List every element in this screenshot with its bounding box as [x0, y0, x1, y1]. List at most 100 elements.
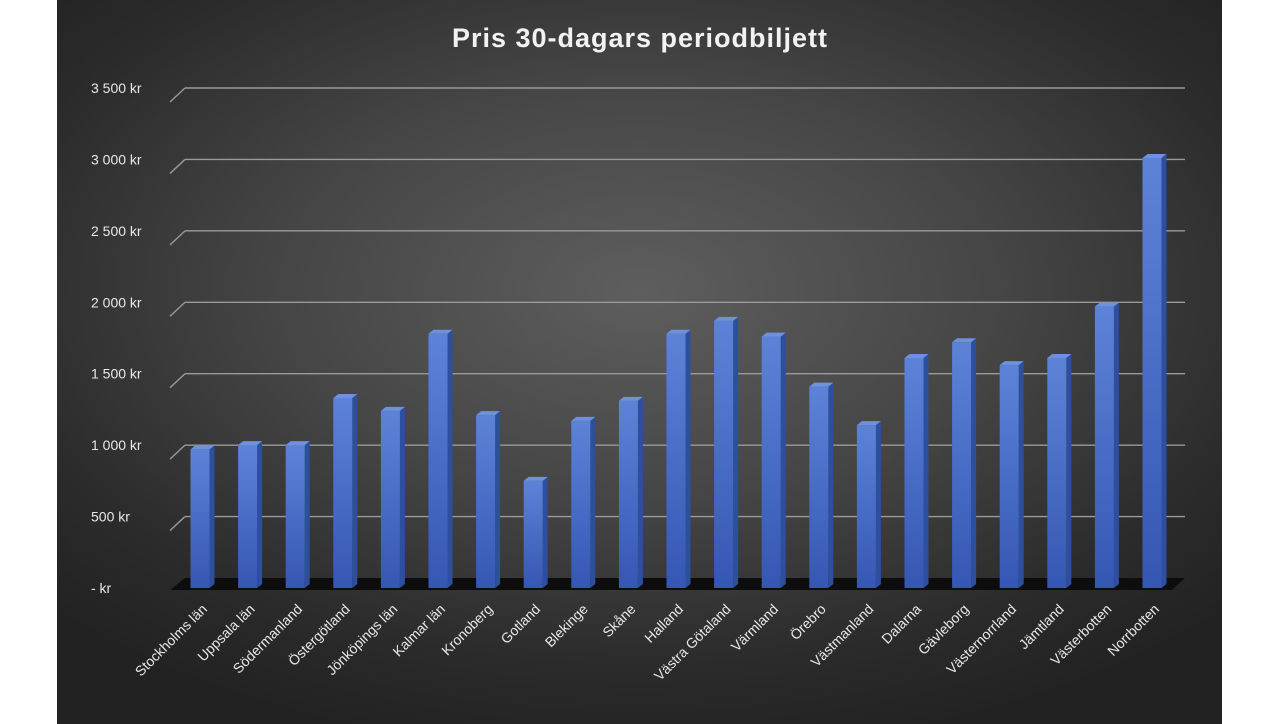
bar [428, 329, 453, 588]
bar-side [304, 441, 310, 588]
bar-top [856, 421, 881, 426]
bar [380, 406, 405, 588]
bar-side [1113, 302, 1119, 588]
bar [333, 394, 358, 588]
bar [999, 361, 1024, 588]
bar-side [257, 441, 263, 588]
bar-top [238, 441, 263, 446]
bar-top [618, 396, 643, 401]
x-tick-label: Skåne [599, 601, 639, 641]
bar-side [780, 332, 786, 588]
bar-front [714, 320, 734, 588]
bar-top [1047, 354, 1072, 358]
bar-front [952, 342, 972, 588]
bar-front [476, 415, 496, 588]
y-tick-label: 3 500 kr [91, 80, 142, 96]
bar-top [333, 394, 358, 398]
bar-top [809, 382, 834, 387]
bar-side [923, 354, 929, 588]
bar-front [428, 333, 448, 588]
bar-front [238, 445, 258, 588]
bar-front [666, 333, 686, 588]
bar-side [495, 411, 501, 588]
x-tick-label: Gotland [497, 601, 543, 647]
bar-side [875, 421, 881, 588]
bar-front [333, 398, 353, 588]
bar-top [190, 445, 215, 450]
bar-top [380, 406, 405, 411]
bar [1094, 302, 1119, 588]
bar-top [523, 476, 548, 481]
bar-top [571, 416, 596, 421]
bar-front [856, 425, 876, 588]
bar-top [1142, 154, 1167, 158]
x-tick-label: Stockholms län [132, 601, 210, 679]
gridline [169, 444, 186, 460]
gridline [169, 87, 186, 103]
bar [1047, 354, 1072, 588]
bars [190, 154, 1167, 588]
bar-front [1142, 158, 1162, 588]
x-tick-label: Kalmar län [389, 601, 448, 660]
bar-top [999, 361, 1024, 366]
y-tick-label: 2 500 kr [91, 223, 142, 239]
y-tick-label: 2 000 kr [91, 294, 142, 310]
bar-top [285, 441, 310, 446]
bar-front [190, 449, 210, 588]
bar-side [352, 394, 358, 588]
bar-side [447, 329, 453, 588]
bar-side [1161, 154, 1167, 588]
x-tick-label: Kronoberg [438, 601, 496, 659]
chart-title: Pris 30-dagars periodbiljett [452, 23, 828, 53]
y-tick-label: 1 000 kr [91, 437, 142, 453]
bar-top [666, 329, 691, 334]
bar [523, 476, 548, 588]
bar [809, 382, 834, 588]
bar-front [999, 365, 1019, 588]
bar-front [285, 445, 305, 588]
bar-front [380, 410, 400, 588]
bar-side [209, 445, 215, 588]
x-tick-label: Värmland [728, 601, 782, 655]
bar-top [904, 354, 929, 358]
gridline [169, 230, 186, 246]
y-tick-label: 1 500 kr [91, 366, 142, 382]
bar-front [761, 336, 781, 588]
bar-side [542, 476, 548, 588]
gridline [169, 373, 186, 389]
bar [571, 416, 596, 588]
bar-front [1047, 358, 1067, 588]
y-tick-label: 3 000 kr [91, 151, 142, 167]
bar-side [590, 416, 596, 588]
bar-side [971, 338, 977, 588]
bar-side [733, 316, 739, 588]
bar-front [1094, 306, 1114, 588]
bar [666, 329, 691, 588]
bar [952, 338, 977, 588]
bar-top [428, 329, 453, 334]
bar [238, 441, 263, 588]
bar-side [637, 396, 643, 588]
x-tick-label: Blekinge [542, 601, 591, 650]
y-tick-label: 500 kr [91, 509, 130, 525]
bar [1142, 154, 1167, 588]
y-axis-ticks: - kr 500 kr 1 000 kr 1 500 kr 2 000 kr 2 500 … [91, 80, 142, 596]
bar-side [1018, 361, 1024, 588]
bar [190, 445, 215, 588]
bar-side [828, 382, 834, 588]
bar-front [618, 400, 638, 588]
bar [904, 354, 929, 588]
x-tick-label: Halland [641, 601, 686, 646]
bar [618, 396, 643, 588]
chart-area: Pris 30-dagars periodbiljett - kr 500 kr 1… [57, 0, 1222, 724]
bar-front [571, 420, 591, 588]
bar-side [399, 406, 405, 588]
bar-top [1094, 302, 1119, 307]
x-tick-label: Norrbotten [1104, 601, 1162, 659]
bar-top [761, 332, 786, 337]
bar [714, 316, 739, 588]
bar-top [952, 338, 977, 343]
bar-front [523, 480, 543, 588]
bar-side [685, 329, 691, 588]
